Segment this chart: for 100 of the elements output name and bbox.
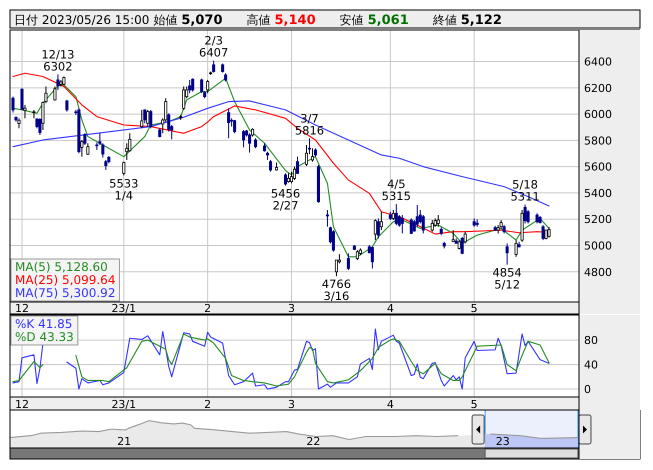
x-tick-label: 3 (288, 302, 296, 315)
text: 高値 (246, 13, 270, 27)
candlestick (269, 159, 272, 172)
candlestick (83, 132, 86, 146)
annotation: 4/5 5315 (382, 177, 411, 204)
candlestick (548, 226, 551, 238)
candlestick (286, 172, 290, 184)
annotation: 4854 5/12 (492, 266, 522, 292)
candlestick (182, 86, 186, 110)
x-tick-label: 22 (306, 435, 320, 448)
candlestick (400, 214, 404, 234)
candlestick (23, 104, 26, 119)
candlestick (506, 242, 509, 266)
candlestick (380, 211, 383, 231)
candlestick (80, 139, 84, 158)
x-tick-label: 3 (288, 398, 296, 411)
candlestick (284, 172, 288, 186)
candlestick (524, 204, 527, 224)
x-tick-label: 23/1 (111, 302, 136, 315)
candlestick (452, 230, 455, 242)
candlestick (11, 96, 15, 114)
y-tick-label: 6000 (584, 108, 612, 122)
candlestick (544, 230, 548, 240)
text: 日付 2023/05/26 15:00 (14, 13, 150, 27)
x-tick-label: 4 (386, 398, 394, 411)
y-tick-label: 5200 (584, 213, 612, 226)
candlestick (188, 79, 192, 94)
candlestick (191, 78, 194, 92)
text: 終値 (432, 13, 457, 27)
y-tick-label: 40 (584, 358, 598, 372)
y-tick-label: 4800 (584, 266, 612, 279)
candlestick (376, 218, 380, 239)
text: 5,140 (274, 13, 316, 28)
candlestick (374, 218, 377, 241)
series-label: %D 43.33 (15, 330, 74, 344)
candlestick (149, 109, 152, 129)
candlestick (460, 236, 464, 255)
candlestick (242, 129, 246, 148)
text: MA(5) 5,128.60 (15, 260, 108, 274)
candlestick (296, 156, 300, 175)
annotation: 5533 1/4 (109, 176, 138, 202)
text: 5,061 (368, 13, 409, 28)
y-tick-label: 0 (584, 383, 591, 396)
candlestick (304, 144, 308, 166)
x-tick-label: 21 (117, 435, 132, 448)
annotation: 4766 3/16 (322, 277, 352, 304)
text: 5,070 (181, 13, 222, 28)
candlestick (254, 138, 258, 149)
candlestick (370, 246, 374, 269)
text: MA(75) 5,300.92 (15, 286, 116, 300)
y-tick-label: 5000 (584, 240, 612, 252)
candlestick (104, 159, 108, 170)
text: 始値 (153, 13, 178, 27)
candlestick (158, 128, 162, 138)
candlestick (221, 63, 224, 74)
candlestick (514, 240, 518, 258)
candlestick (56, 74, 60, 90)
x-tick-label: 23/1 (111, 398, 136, 411)
candlestick (392, 210, 395, 221)
candlestick (394, 204, 398, 226)
candlestick (416, 204, 419, 228)
candlestick (140, 109, 144, 129)
candlestick (326, 210, 329, 228)
candlestick (212, 60, 216, 74)
candlestick (20, 88, 24, 110)
x-tick-label: 12 (14, 302, 29, 315)
candlestick (430, 220, 434, 232)
annotation: 2/3 6407 (199, 34, 228, 60)
text: 5,122 (460, 13, 502, 28)
annotation: 5456 2/27 (270, 186, 300, 213)
candlestick (17, 118, 21, 129)
text: MA(25) 5,099.64 (15, 273, 116, 287)
x-tick-label: 4 (386, 302, 394, 315)
candlestick (436, 214, 440, 228)
candlestick (410, 218, 413, 235)
candlestick (38, 118, 42, 136)
candlestick (310, 148, 314, 162)
y-tick-label: 80 (584, 334, 598, 348)
candlestick (233, 119, 236, 134)
y-tick-label: 5800 (584, 134, 612, 148)
x-tick-label: 23 (496, 435, 510, 448)
y-tick-label: 5400 (584, 186, 612, 200)
candlestick (65, 99, 68, 112)
y-tick-label: 6400 (584, 56, 612, 69)
candlestick (292, 166, 296, 181)
candlestick (227, 108, 230, 139)
candlestick (146, 109, 150, 128)
x-tick-label: 12 (14, 398, 29, 411)
candlestick (122, 161, 126, 176)
x-tick-label: 5 (470, 302, 478, 315)
candlestick (536, 212, 539, 224)
candlestick (248, 132, 252, 154)
candlestick (308, 138, 311, 155)
candlestick (542, 224, 545, 241)
candlestick (332, 230, 335, 252)
x-tick-label: 5 (470, 398, 478, 411)
text: 安値 (340, 13, 364, 27)
candlestick (356, 250, 359, 261)
y-tick-label: 6200 (584, 82, 612, 95)
x-tick-label: 2 (204, 398, 212, 411)
